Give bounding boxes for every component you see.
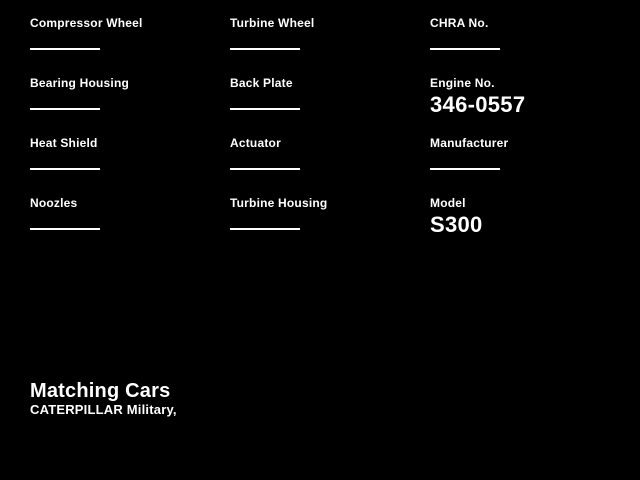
blank-value-underline <box>430 48 500 50</box>
field-label: Bearing Housing <box>30 76 130 90</box>
field-actuator: Actuator <box>230 137 420 170</box>
field-heat-shield: Heat Shield <box>30 137 220 170</box>
matching-cars-heading: Matching Cars <box>30 380 171 402</box>
blank-value-underline <box>30 48 100 50</box>
field-compressor-wheel: Compressor Wheel <box>30 17 220 50</box>
field-turbine-housing: Turbine Housing <box>230 197 420 230</box>
field-label: Heat Shield <box>30 136 98 150</box>
field-label: Manufacturer <box>430 136 509 150</box>
field-label: Model <box>430 196 466 210</box>
blank-value-underline <box>430 168 500 170</box>
blank-value-underline <box>30 108 100 110</box>
field-manufacturer: Manufacturer <box>430 137 620 170</box>
field-back-plate: Back Plate <box>230 77 420 110</box>
field-label: Turbine Wheel <box>230 16 315 30</box>
blank-value-underline <box>230 48 300 50</box>
field-label: Engine No. <box>430 76 495 90</box>
model-value: S300 <box>430 212 483 237</box>
blank-value-underline <box>30 168 100 170</box>
field-chra-no: CHRA No. <box>430 17 620 50</box>
field-model: Model S300 <box>430 197 620 237</box>
field-noozles: Noozles <box>30 197 220 230</box>
matching-cars-list: CATERPILLAR Military, <box>30 402 177 417</box>
field-label: CHRA No. <box>430 16 489 30</box>
field-engine-no: Engine No. 346-0557 <box>430 77 620 117</box>
blank-value-underline <box>230 108 300 110</box>
field-label: Actuator <box>230 136 281 150</box>
field-bearing-housing: Bearing Housing <box>30 77 220 110</box>
field-label: Back Plate <box>230 76 293 90</box>
engine-no-value: 346-0557 <box>430 92 526 117</box>
field-turbine-wheel: Turbine Wheel <box>230 17 420 50</box>
field-label: Noozles <box>30 196 78 210</box>
blank-value-underline <box>230 228 300 230</box>
field-label: Compressor Wheel <box>30 16 143 30</box>
matching-cars-section: Matching Cars CATERPILLAR Military, <box>30 380 177 417</box>
field-label: Turbine Housing <box>230 196 328 210</box>
blank-value-underline <box>230 168 300 170</box>
blank-value-underline <box>30 228 100 230</box>
